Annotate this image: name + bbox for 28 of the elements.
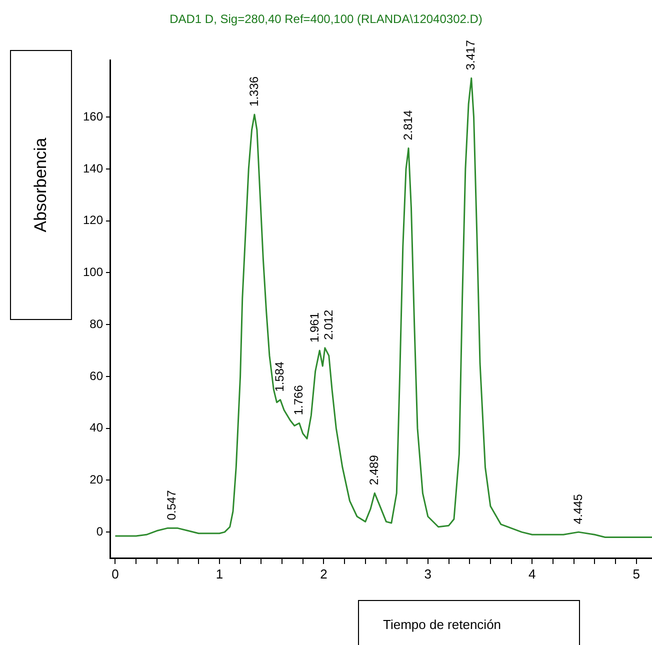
y-tick-label: 120 [82,213,104,228]
chart-title: DAD1 D, Sig=280,40 Ref=400,100 (RLANDA\12040302.D) [168,12,484,26]
annotation: 2.012 [322,310,336,340]
annotation: 1.961 [308,312,322,342]
annotation: 3.417 [464,40,478,70]
y-axis-title: Absorbencia [31,138,51,232]
y-tick-label: 60 [90,368,104,383]
y-tick-label: 0 [96,524,104,538]
annotation: 1.584 [272,361,287,392]
x-tick-label: 1 [216,566,224,582]
y-tick-label: 140 [82,161,104,176]
annotation: 1.336 [246,76,261,106]
x-tick-label: 4 [528,566,536,582]
annotation: 4.445 [570,494,585,524]
y-tick-label: 20 [90,472,104,486]
x-tick-label: 0 [112,566,119,582]
y-tick-label: 40 [90,420,104,435]
annotation: 1.766 [292,384,306,416]
y-tick-label: 80 [90,316,104,331]
y-tick-label: 160 [82,109,104,124]
x-tick-label: 5 [632,566,640,582]
x-axis-title: Tiempo de retención [358,600,580,645]
annotation: 2.814 [400,110,415,140]
annotation: 0.547 [164,490,179,520]
x-tick-label: 3 [424,566,432,582]
annotation: 2.489 [366,454,381,486]
x-tick-label: 2 [320,566,328,582]
y-tick-label: 100 [82,265,104,279]
